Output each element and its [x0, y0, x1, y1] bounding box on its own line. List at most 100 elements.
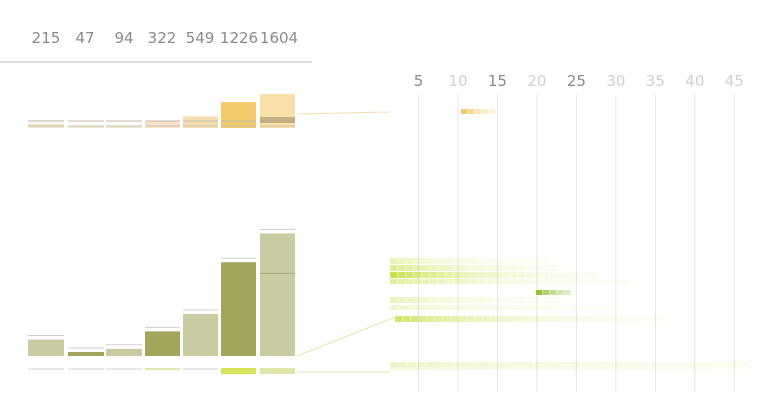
heat-cell: [558, 305, 566, 310]
heat-cell: [486, 272, 494, 278]
heat-cell: [582, 279, 590, 284]
heat-cell: [486, 258, 494, 264]
heat-cell: [582, 272, 590, 278]
heat-cell: [414, 258, 422, 264]
heat-cell: [438, 258, 446, 264]
x-tick-labels: 5 10 15 20 25 30 35 40 45: [414, 72, 744, 90]
heat-cell: [453, 362, 462, 367]
heat-cell: [461, 109, 468, 114]
heat-cell: [622, 279, 630, 284]
heat-cell: [414, 367, 422, 370]
heat-cell: [478, 305, 486, 310]
heat-cell: [534, 279, 542, 284]
heat-cell: [518, 305, 526, 310]
heat-cell: [390, 367, 398, 370]
heat-cell: [414, 279, 422, 284]
bar: [28, 339, 64, 356]
category-label: 94: [114, 29, 133, 47]
x-tick-label: 35: [646, 72, 665, 90]
heat-cell: [411, 316, 419, 322]
heat-cell: [398, 272, 406, 278]
heat-cell: [470, 279, 478, 284]
bar: [183, 314, 218, 356]
heat-cell: [438, 305, 446, 310]
heat-cell: [414, 297, 422, 303]
heat-cell: [734, 367, 742, 370]
heat-cell: [531, 316, 539, 322]
heat-cell: [399, 362, 408, 367]
heat-cell: [470, 272, 478, 278]
heat-cell: [582, 305, 590, 310]
heat-cell: [543, 362, 552, 367]
heat-cell: [430, 305, 438, 310]
heat-cell: [590, 279, 598, 284]
heat-cell: [417, 362, 426, 367]
heat-cell: [526, 367, 534, 370]
heat-cell: [390, 297, 398, 303]
x-tick-label: 20: [527, 72, 546, 90]
heat-cell: [398, 367, 406, 370]
heat-cell: [446, 258, 454, 264]
heat-cell: [499, 316, 507, 322]
heat-cell: [444, 362, 453, 367]
heat-cell: [563, 316, 571, 322]
heat-cell: [430, 265, 438, 271]
heat-cell: [494, 367, 502, 370]
heat-cell: [555, 316, 563, 322]
heat-cell: [543, 290, 550, 295]
heat-cell: [489, 109, 496, 114]
heat-cell: [598, 279, 606, 284]
bottom-strips: [28, 368, 295, 374]
heat-cell: [507, 362, 516, 367]
heat-cell: [438, 297, 446, 303]
x-tick-label: 5: [414, 72, 424, 90]
heat-cell: [454, 258, 462, 264]
heat-cell: [633, 362, 642, 367]
heat-cell: [446, 305, 454, 310]
heat-cell: [651, 362, 660, 367]
bottom-strip: [28, 368, 64, 370]
heat-cell: [643, 316, 651, 322]
heat-cell: [696, 362, 705, 367]
heat-cell: [390, 265, 398, 271]
heat-cell: [446, 279, 454, 284]
heat-cell: [534, 258, 542, 264]
heat-cell: [587, 316, 595, 322]
heat-cell: [470, 367, 478, 370]
heat-cell: [574, 367, 582, 370]
upper-bar-band: [260, 117, 295, 123]
heat-cell: [510, 305, 518, 310]
bottom-strip: [145, 368, 180, 370]
heat-cell: [582, 367, 590, 370]
heat-cell: [390, 258, 398, 264]
heat-cell: [525, 362, 534, 367]
heat-cell: [486, 297, 494, 303]
connector-line: [296, 315, 399, 357]
heat-cell: [462, 279, 470, 284]
heat-cell: [510, 297, 518, 303]
heat-cell: [406, 305, 414, 310]
heat-cell: [558, 279, 566, 284]
heat-cell: [502, 279, 510, 284]
heat-cell: [660, 362, 669, 367]
heat-cell: [579, 316, 587, 322]
heat-strips: [390, 109, 758, 370]
heat-cell: [482, 109, 489, 114]
heat-cell: [516, 362, 525, 367]
heat-cell: [646, 367, 654, 370]
heat-cell: [669, 362, 678, 367]
heat-cell: [398, 279, 406, 284]
x-tick-label: 15: [488, 72, 507, 90]
heat-cell: [486, 305, 494, 310]
heat-cell: [534, 297, 542, 303]
heat-cell: [536, 290, 543, 295]
heat-cell: [489, 362, 498, 367]
heat-cell: [470, 305, 478, 310]
heat-cell: [547, 316, 555, 322]
heat-cell: [443, 316, 451, 322]
upper-bar: [106, 126, 142, 128]
heat-cell: [486, 367, 494, 370]
lower-bars: [28, 228, 295, 356]
heat-cell: [471, 362, 480, 367]
heat-cell: [406, 279, 414, 284]
